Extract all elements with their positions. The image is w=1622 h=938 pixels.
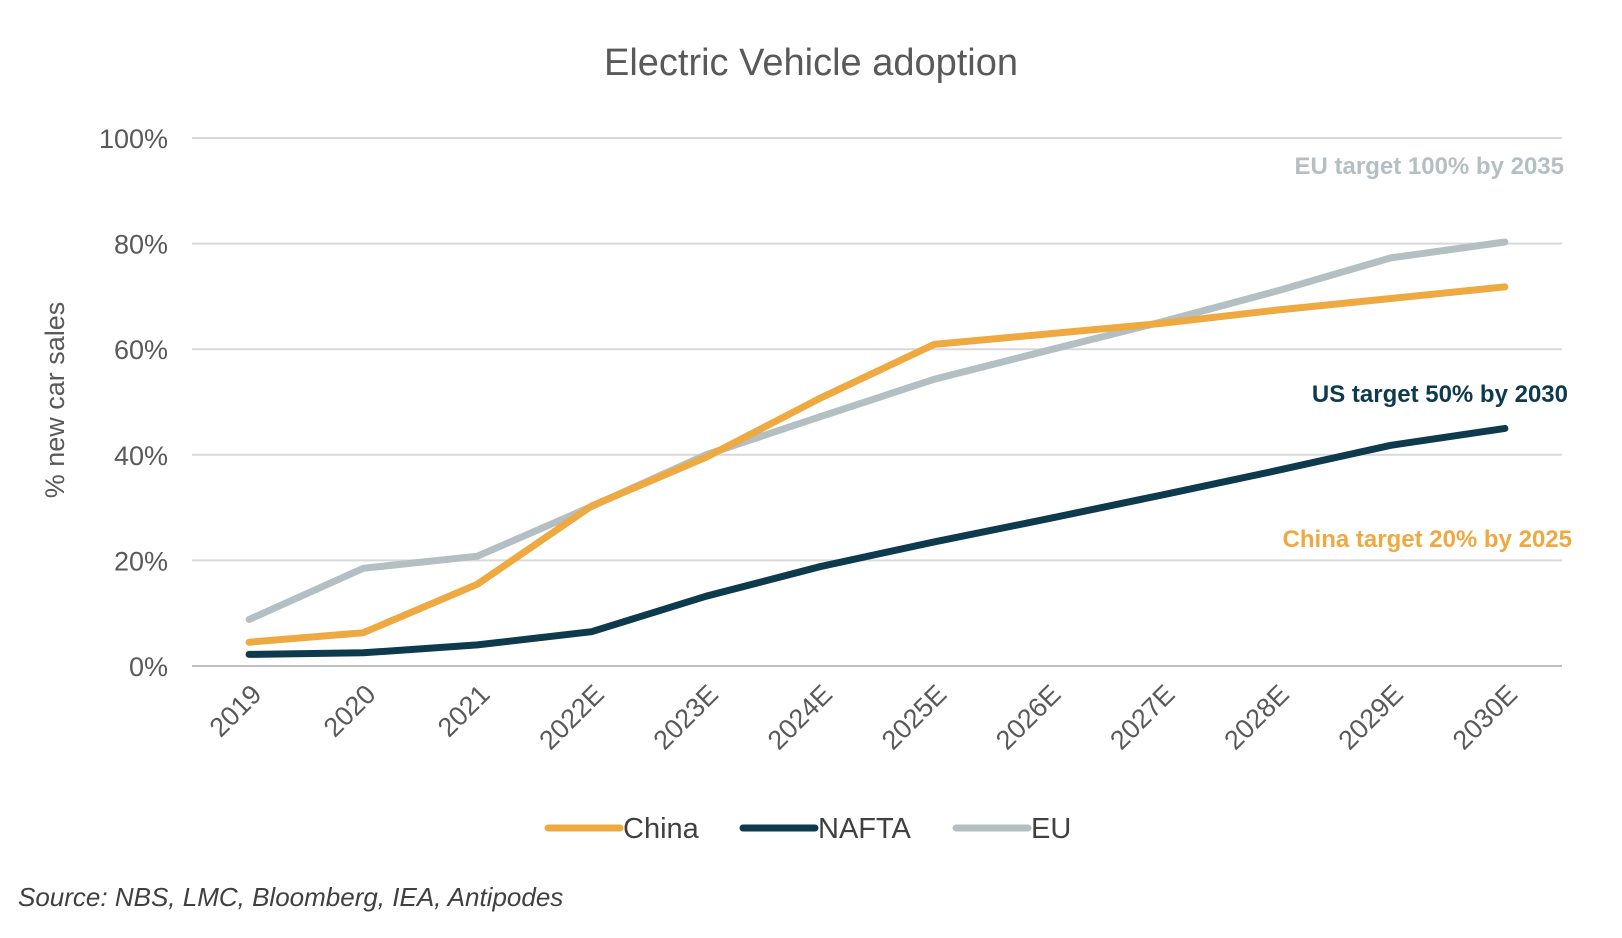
- y-tick-label: 100%: [99, 124, 168, 154]
- legend-label-china: China: [623, 813, 700, 845]
- series-lines: [245, 238, 1509, 658]
- legend-label-nafta: NAFTA: [818, 813, 912, 845]
- x-tick-label: 2020: [318, 679, 382, 743]
- series-line-china: [245, 283, 1509, 646]
- x-axis-ticks: 2019 2020 2021 2022E 2023E 2024E 2025E 2026E 202…: [204, 679, 1524, 755]
- annotation-china-target: China target 20% by 2025: [1283, 526, 1572, 553]
- x-tick-label: 2019: [204, 679, 268, 743]
- x-tick-label: 2026E: [990, 679, 1066, 755]
- y-axis-ticks: 0% 20% 40% 60% 80% 100%: [99, 124, 168, 682]
- source-note: Source: NBS, LMC, Bloomberg, IEA, Antipo…: [18, 882, 563, 912]
- annotation-us-target: US target 50% by 2030: [1312, 381, 1568, 408]
- y-tick-label: 20%: [114, 546, 168, 576]
- x-tick-label: 2023E: [648, 679, 724, 755]
- series-line-nafta: [245, 424, 1509, 658]
- chart-title: Electric Vehicle adoption: [604, 42, 1018, 84]
- series-line-eu: [245, 238, 1509, 623]
- x-tick-label: 2025E: [876, 679, 952, 755]
- x-tick-label: 2021: [432, 679, 496, 743]
- x-tick-label: 2028E: [1218, 679, 1294, 755]
- y-tick-label: 60%: [114, 335, 168, 365]
- annotation-eu-target: EU target 100% by 2035: [1295, 153, 1564, 180]
- y-tick-label: 0%: [129, 652, 168, 682]
- y-tick-label: 40%: [114, 441, 168, 471]
- x-tick-label: 2024E: [762, 679, 838, 755]
- x-tick-label: 2027E: [1104, 679, 1180, 755]
- x-tick-label: 2029E: [1333, 679, 1409, 755]
- y-axis-label: % new car sales: [40, 302, 70, 499]
- x-tick-label: 2030E: [1447, 679, 1523, 755]
- y-tick-label: 80%: [114, 230, 168, 260]
- legend: China NAFTA EU: [544, 813, 1071, 845]
- legend-label-eu: EU: [1031, 813, 1071, 845]
- x-tick-label: 2022E: [533, 679, 609, 755]
